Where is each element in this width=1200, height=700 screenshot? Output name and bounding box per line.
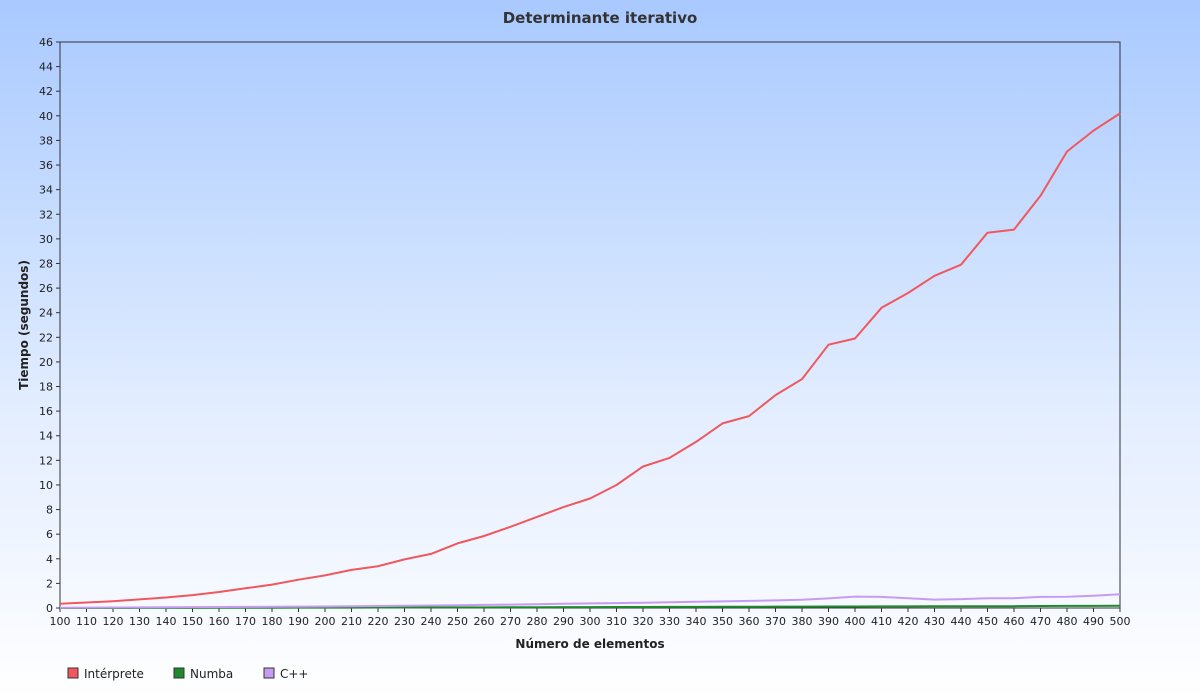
x-tick-label: 450 — [977, 615, 998, 628]
x-tick-label: 350 — [712, 615, 733, 628]
x-tick-label: 250 — [447, 615, 468, 628]
x-tick-label: 420 — [898, 615, 919, 628]
y-tick-label: 38 — [39, 134, 53, 147]
y-tick-label: 0 — [46, 602, 53, 615]
x-tick-label: 340 — [686, 615, 707, 628]
legend-swatch — [173, 667, 185, 679]
x-tick-label: 470 — [1030, 615, 1051, 628]
x-tick-label: 500 — [1110, 615, 1131, 628]
y-tick-label: 40 — [39, 110, 53, 123]
y-tick-label: 14 — [39, 430, 53, 443]
x-tick-label: 140 — [156, 615, 177, 628]
x-tick-label: 110 — [76, 615, 97, 628]
x-tick-label: 280 — [527, 615, 548, 628]
x-tick-label: 300 — [580, 615, 601, 628]
y-tick-label: 20 — [39, 356, 53, 369]
x-tick-label: 310 — [606, 615, 627, 628]
y-tick-label: 44 — [39, 61, 53, 74]
y-tick-label: 12 — [39, 454, 53, 467]
plot-area — [59, 41, 1121, 609]
y-tick-label: 10 — [39, 479, 53, 492]
y-tick-label: 26 — [39, 282, 53, 295]
x-tick-label: 210 — [341, 615, 362, 628]
y-tick-label: 30 — [39, 233, 53, 246]
series-lines — [59, 112, 1121, 609]
x-tick-label: 460 — [1004, 615, 1025, 628]
x-tick-label: 410 — [871, 615, 892, 628]
x-tick-label: 120 — [103, 615, 124, 628]
x-tick-label: 260 — [474, 615, 495, 628]
x-tick-label: 270 — [500, 615, 521, 628]
chart-title: Determinante iterativo — [503, 9, 698, 27]
x-tick-label: 400 — [845, 615, 866, 628]
x-tick-label: 220 — [368, 615, 389, 628]
x-tick-label: 170 — [235, 615, 256, 628]
x-tick-label: 200 — [315, 615, 336, 628]
x-tick-label: 190 — [288, 615, 309, 628]
x-tick-label: 480 — [1057, 615, 1078, 628]
x-tick-label: 440 — [951, 615, 972, 628]
legend-swatch — [67, 667, 79, 679]
x-tick-label: 370 — [765, 615, 786, 628]
y-tick-label: 28 — [39, 257, 53, 270]
y-tick-label: 42 — [39, 85, 53, 98]
y-tick-label: 22 — [39, 331, 53, 344]
x-axis: 100 110 120 130 140 150 160 170 180 190 200 210 220 2… — [50, 608, 1131, 628]
legend: Intérprete Numba C++ — [67, 667, 309, 681]
y-axis: 0246810121416182022242628303234363840424… — [39, 36, 60, 615]
x-tick-label: 180 — [262, 615, 283, 628]
series-line-2 — [59, 593, 1121, 609]
x-tick-label: 150 — [182, 615, 203, 628]
x-tick-label: 160 — [209, 615, 230, 628]
y-tick-label: 36 — [39, 159, 53, 172]
y-tick-label: 4 — [46, 553, 53, 566]
x-axis-label: Número de elementos — [515, 637, 664, 651]
x-tick-label: 430 — [924, 615, 945, 628]
x-tick-label: 290 — [553, 615, 574, 628]
y-tick-label: 18 — [39, 381, 53, 394]
x-tick-label: 360 — [739, 615, 760, 628]
legend-label: C++ — [280, 667, 309, 681]
y-tick-label: 46 — [39, 36, 53, 49]
y-tick-label: 24 — [39, 307, 53, 320]
x-tick-label: 320 — [633, 615, 654, 628]
y-tick-label: 2 — [46, 577, 53, 590]
x-tick-label: 380 — [792, 615, 813, 628]
x-tick-label: 100 — [50, 615, 71, 628]
y-tick-label: 16 — [39, 405, 53, 418]
x-tick-label: 490 — [1083, 615, 1104, 628]
legend-label: Intérprete — [84, 667, 144, 681]
legend-label: Numba — [190, 667, 233, 681]
y-axis-label: Tiempo (segundos) — [17, 260, 31, 390]
legend-swatch — [263, 667, 275, 679]
y-tick-label: 8 — [46, 504, 53, 517]
series-line-0 — [59, 112, 1121, 605]
x-tick-label: 390 — [818, 615, 839, 628]
y-tick-label: 6 — [46, 528, 53, 541]
x-tick-label: 230 — [394, 615, 415, 628]
x-tick-label: 240 — [421, 615, 442, 628]
y-tick-label: 34 — [39, 184, 53, 197]
x-tick-label: 130 — [129, 615, 150, 628]
x-tick-label: 330 — [659, 615, 680, 628]
y-tick-label: 32 — [39, 208, 53, 221]
